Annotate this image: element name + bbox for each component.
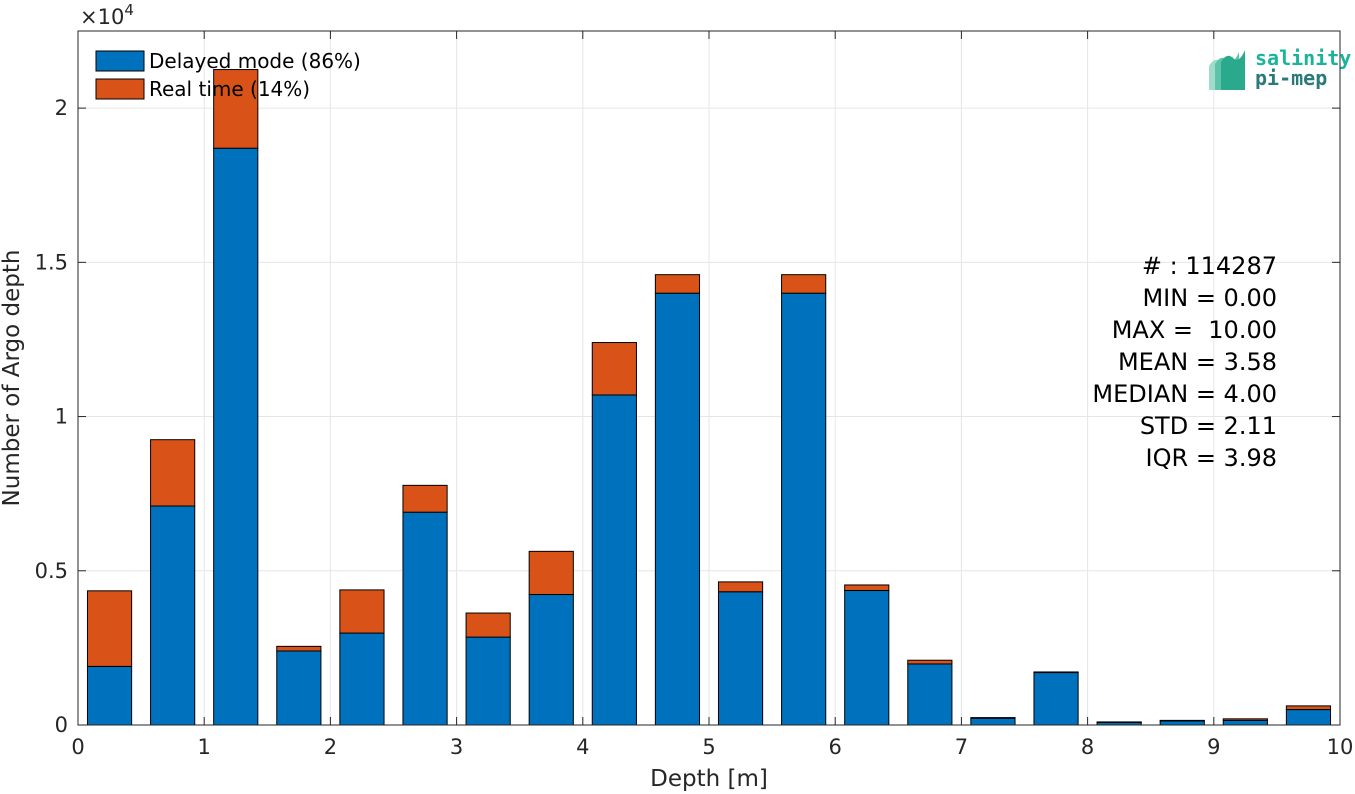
bar-delayed-mode [781, 292, 827, 726]
legend-swatch-delayed [95, 50, 145, 72]
bar-real-time [276, 645, 322, 652]
stat-min: MIN = 0.00 [1142, 284, 1277, 312]
tick-marks [77, 31, 1341, 726]
y-axis-label: Number of Argo depth [0, 250, 25, 507]
bar-real-time [339, 589, 385, 634]
bar-delayed-mode [465, 636, 511, 726]
bar-real-time [717, 581, 764, 593]
stat-iqr: IQR = 3.98 [1145, 444, 1277, 472]
x-tick-label: 0 [71, 735, 84, 759]
bar-delayed-mode [213, 147, 259, 726]
x-tick-label: 7 [955, 735, 968, 759]
bar-real-time [1159, 719, 1205, 722]
salinity-pi-mep-logo: salinity pi-mep [1205, 46, 1351, 94]
bar-delayed-mode [86, 665, 133, 726]
legend-swatch-realtime [95, 78, 145, 100]
bar-delayed-mode [339, 632, 385, 726]
bar-real-time [970, 717, 1016, 719]
bar-delayed-mode [717, 591, 764, 726]
bar-real-time [213, 69, 259, 149]
bar-delayed-mode [1285, 709, 1332, 726]
bar-delayed-mode [150, 505, 196, 726]
bar-real-time [654, 274, 701, 294]
bar-real-time [1285, 705, 1332, 711]
y-exponent-label: ×104 [80, 1, 134, 29]
bar-delayed-mode [907, 663, 953, 726]
x-tick-label: 5 [702, 735, 715, 759]
stat-std: STD = 2.11 [1139, 412, 1277, 440]
x-axis-label: Depth [m] [650, 766, 768, 792]
legend-label-realtime: Real time (14%) [149, 77, 310, 101]
legend: Delayed mode (86%) Real time (14%) [95, 49, 361, 101]
y-tick-label: 0 [55, 713, 68, 737]
x-tick-label: 1 [198, 735, 211, 759]
stat-median: MEDIAN = 4.00 [1092, 380, 1277, 408]
logo-word-pi-mep: pi-mep [1255, 66, 1328, 90]
grid-lines [78, 31, 1340, 725]
bars [86, 69, 1332, 726]
bar-real-time [1033, 671, 1079, 674]
y-tick-labels: 0 0.5 1 1.5 2 [35, 96, 68, 737]
bar-real-time [591, 342, 637, 396]
y-tick-label: 0.5 [35, 559, 68, 583]
bar-real-time [150, 439, 196, 507]
bar-delayed-mode [402, 511, 448, 726]
bar-real-time [907, 659, 953, 665]
bar-real-time [1096, 721, 1142, 724]
bar-delayed-mode [970, 717, 1016, 726]
bar-real-time [528, 550, 574, 596]
bar-delayed-mode [844, 590, 890, 726]
bar-real-time [402, 484, 448, 513]
x-tick-label: 2 [324, 735, 337, 759]
bar-delayed-mode [1222, 719, 1268, 726]
stat-count: # : 114287 [1141, 252, 1277, 280]
bar-delayed-mode [591, 394, 637, 726]
x-tick-labels: 0 1 2 3 4 5 6 7 8 9 10 [71, 735, 1353, 759]
bar-delayed-mode [1159, 720, 1205, 726]
x-tick-label: 9 [1207, 735, 1220, 759]
x-tick-label: 4 [576, 735, 589, 759]
logo-word-salinity: salinity [1255, 46, 1352, 70]
x-tick-label: 8 [1081, 735, 1094, 759]
y-tick-label: 1.5 [35, 250, 68, 274]
bar-delayed-mode [1033, 672, 1079, 726]
stat-mean: MEAN = 3.58 [1117, 348, 1277, 376]
bar-real-time [86, 590, 133, 667]
x-tick-label: 10 [1327, 735, 1354, 759]
bar-delayed-mode [654, 292, 701, 726]
bar-delayed-mode [276, 650, 322, 726]
y-tick-label: 1 [55, 405, 68, 429]
x-tick-label: 3 [450, 735, 463, 759]
y-tick-label: 2 [55, 96, 68, 120]
x-tick-label: 6 [829, 735, 842, 759]
stats-panel: # : 114287 MIN = 0.00 MAX = 10.00 MEAN =… [1092, 250, 1277, 474]
stat-max: MAX = 10.00 [1111, 316, 1277, 344]
bar-real-time [844, 584, 890, 592]
wave-logo-icon [1209, 50, 1245, 90]
bar-delayed-mode [528, 594, 574, 726]
bar-real-time [781, 274, 827, 294]
bar-real-time [465, 612, 511, 638]
bar-real-time [1222, 718, 1268, 721]
legend-label-delayed: Delayed mode (86%) [149, 49, 361, 73]
